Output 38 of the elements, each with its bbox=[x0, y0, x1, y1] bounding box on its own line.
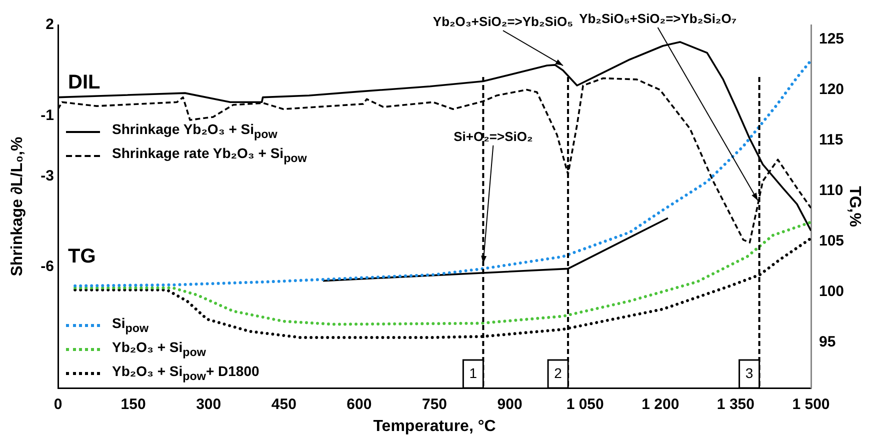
annotation: DIL bbox=[68, 72, 100, 94]
x-tick-label: 1 500 bbox=[792, 396, 830, 414]
annotation: Yb₂O₃+SiO₂=>Yb₂SiO₅ bbox=[432, 14, 574, 30]
y2-tick-label: 115 bbox=[819, 131, 844, 148]
annotation: 3 bbox=[745, 364, 754, 381]
y2-tick-label: 100 bbox=[819, 283, 844, 300]
x-tick-label: 750 bbox=[422, 396, 448, 414]
x-tick-label: 600 bbox=[346, 396, 372, 414]
x-tick-label: 900 bbox=[497, 396, 522, 414]
y2-tick-label: 95 bbox=[819, 334, 836, 351]
annotation: TG bbox=[68, 246, 96, 268]
y-tick-label: -6 bbox=[40, 258, 54, 276]
y2-tick-label: 120 bbox=[819, 80, 844, 98]
annotation: 1 bbox=[469, 364, 478, 381]
legend-label: Si$_{pow}$ bbox=[112, 314, 149, 337]
y2-tick-label: 125 bbox=[819, 30, 844, 48]
annotation: 2 bbox=[554, 364, 562, 381]
y-axis-title: Shrinkage ∂L/L₀,% bbox=[9, 136, 26, 276]
y-tick-label: 2 bbox=[46, 16, 54, 34]
y2-axis-title: TG,% bbox=[846, 186, 863, 227]
annotation: Yb₂SiO₅+SiO₂=>Yb₂Si₂O₇ bbox=[579, 11, 737, 26]
legend-label: Shrinkage Yb₂O₃ + Si$_{pow}$ bbox=[112, 120, 278, 143]
legend-label: Shrinkage rate Yb₂O₃ + Si$_{pow}$ bbox=[112, 144, 307, 167]
legend-label: Yb₂O₃ + Si$_{pow}$+ D1800 bbox=[112, 362, 260, 384]
y2-tick-label: 105 bbox=[819, 232, 844, 250]
y2-tick-label: 110 bbox=[819, 182, 844, 199]
x-tick-label: 300 bbox=[196, 396, 222, 414]
legend-label: Yb₂O₃ + Si$_{pow}$ bbox=[112, 338, 206, 361]
x-tick-label: 1 050 bbox=[566, 396, 604, 414]
y-tick-label: -1 bbox=[40, 106, 54, 124]
x-axis-title: Temperature, °C bbox=[373, 418, 496, 435]
annotation: Si+O₂=>SiO₂ bbox=[454, 128, 533, 144]
x-tick-label: 1 350 bbox=[716, 396, 754, 414]
y-tick-label: -3 bbox=[40, 167, 54, 184]
x-tick-label: 1 200 bbox=[642, 396, 680, 414]
x-tick-label: 450 bbox=[271, 396, 296, 414]
x-tick-label: 0 bbox=[54, 396, 62, 414]
x-tick-label: 150 bbox=[120, 396, 146, 414]
